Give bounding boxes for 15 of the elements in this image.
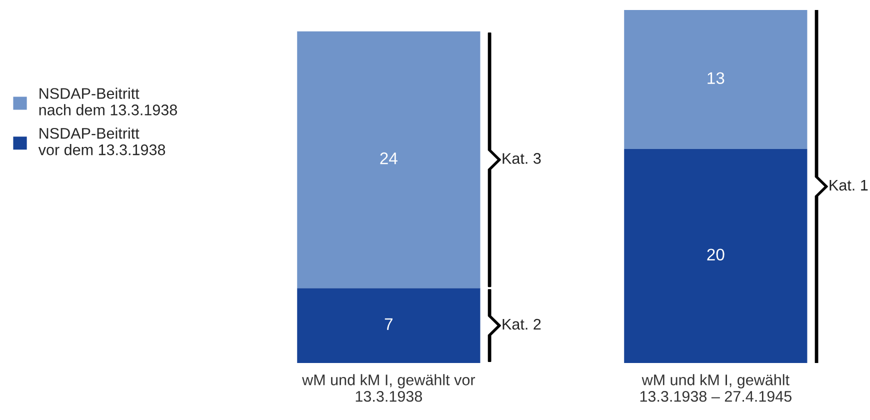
x-tick-label: wM und kM I, gewählt 13.3.1938 – 27.4.1945 [640, 374, 792, 402]
data-label: 13 [708, 72, 724, 84]
bar [297, 288, 480, 363]
annotation: Kat. 3 [502, 153, 541, 164]
data-label: 24 [380, 152, 398, 164]
bar [624, 149, 808, 363]
bar [624, 10, 808, 150]
x-tick-label: wM und kM I, gewählt vor 13.3.1938 [302, 374, 476, 402]
bar [297, 31, 480, 288]
annotation: Kat. 2 [502, 318, 541, 330]
data-label: 7 [384, 318, 392, 330]
legend-label: NSDAP-Beitritt vor dem 13.3.1938 [38, 128, 166, 156]
annotation: Kat. 1 [830, 180, 868, 191]
data-label: 20 [707, 248, 724, 261]
legend-label: NSDAP-Beitritt nach dem 13.3.1938 [39, 88, 177, 116]
